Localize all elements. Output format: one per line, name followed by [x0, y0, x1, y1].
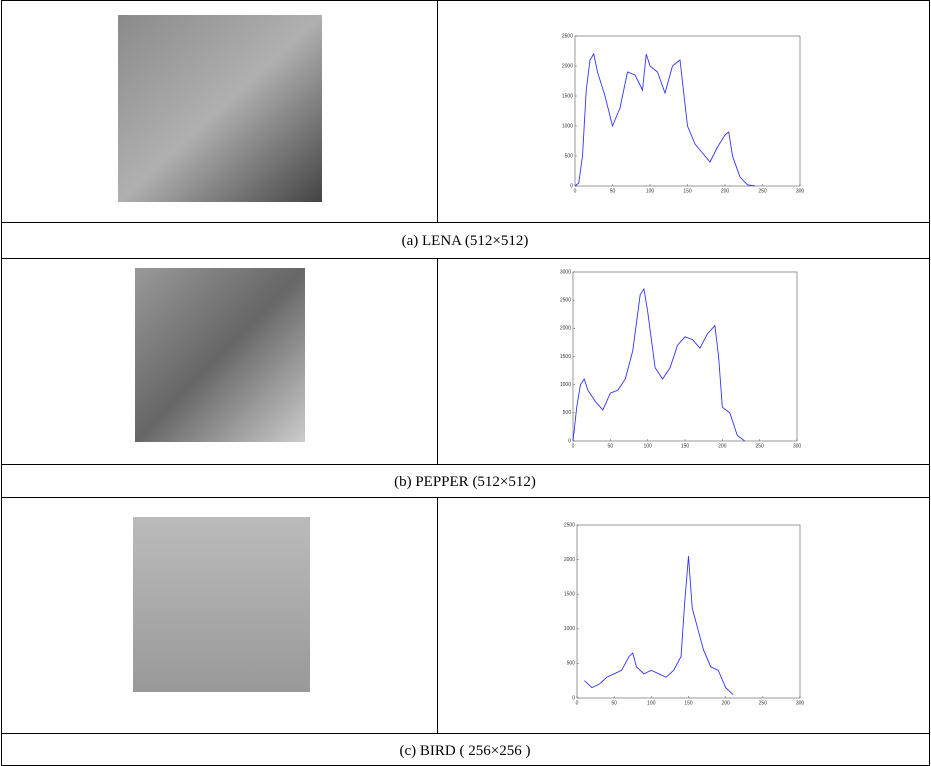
x-tick-label: 250 — [755, 443, 764, 449]
figure-table: (a) LENA (512×512) (b) PEPPER (512×512) … — [0, 0, 931, 766]
x-tick-label: 200 — [718, 443, 727, 449]
bird-photo — [133, 517, 310, 692]
x-tick-label: 300 — [796, 188, 805, 194]
plot-frame — [577, 525, 800, 698]
x-tick-label: 300 — [793, 443, 802, 449]
caption: (b) PEPPER (512×512) — [394, 474, 536, 490]
caption: (a) LENA (512×512) — [402, 233, 529, 249]
caption: (c) BIRD ( 256×256 ) — [400, 743, 531, 759]
y-tick-label: 1500 — [564, 592, 575, 598]
lena-photo — [118, 15, 322, 202]
y-tick-label: 2500 — [560, 297, 571, 303]
x-tick-label: 250 — [759, 700, 768, 706]
y-tick-label: 1000 — [562, 123, 573, 129]
x-tick-label: 0 — [576, 700, 579, 706]
y-tick-label: 2500 — [564, 522, 575, 528]
y-tick-label: 2000 — [564, 557, 575, 563]
y-tick-label: 1000 — [564, 626, 575, 632]
y-tick-label: 1500 — [560, 354, 571, 360]
x-tick-label: 200 — [721, 188, 730, 194]
plot-frame — [573, 272, 797, 441]
page: {"table": {"rows": [ {"caption": "(a) LE… — [0, 0, 931, 766]
x-tick-label: 150 — [684, 700, 693, 706]
x-tick-label: 200 — [721, 700, 730, 706]
y-tick-label: 2500 — [562, 33, 573, 39]
x-tick-label: 100 — [646, 188, 655, 194]
y-tick-label: 500 — [567, 661, 576, 667]
y-tick-label: 2000 — [560, 326, 571, 332]
x-tick-label: 50 — [608, 443, 614, 449]
y-tick-label: 2000 — [562, 63, 573, 69]
x-tick-label: 300 — [796, 700, 805, 706]
x-tick-label: 0 — [574, 188, 577, 194]
x-tick-label: 150 — [681, 443, 690, 449]
x-tick-label: 150 — [683, 188, 692, 194]
x-tick-label: 250 — [758, 188, 767, 194]
x-tick-label: 0 — [572, 443, 575, 449]
x-tick-label: 100 — [647, 700, 656, 706]
y-tick-label: 1000 — [560, 382, 571, 388]
x-tick-label: 50 — [610, 188, 616, 194]
x-tick-label: 50 — [611, 700, 617, 706]
y-tick-label: 3000 — [560, 269, 571, 275]
y-tick-label: 500 — [563, 410, 572, 416]
pepper-photo — [135, 268, 305, 442]
y-tick-label: 1500 — [562, 93, 573, 99]
y-tick-label: 500 — [565, 153, 574, 159]
x-tick-label: 100 — [643, 443, 652, 449]
